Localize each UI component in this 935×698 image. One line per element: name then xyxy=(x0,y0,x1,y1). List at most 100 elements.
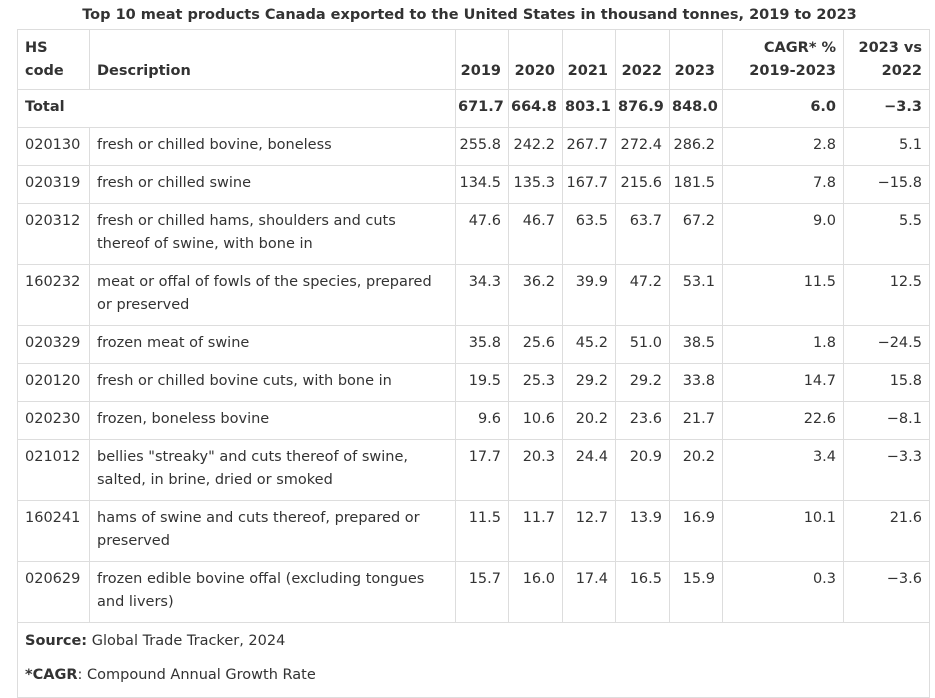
table-row: 160232 meat or offal of fowls of the spec… xyxy=(17,264,930,326)
source-text: Global Trade Tracker, 2024 xyxy=(87,633,286,649)
cagr-footnote-row: *CAGR: Compound Annual Growth Rate xyxy=(17,658,930,698)
value-2021: 17.4 xyxy=(562,561,616,623)
value-2022: 29.2 xyxy=(615,363,670,402)
table-row: 020312 fresh or chilled hams, shoulders a… xyxy=(17,203,930,265)
cagr-cell: 2.8 xyxy=(722,127,844,166)
cagr-cell: 14.7 xyxy=(722,363,844,402)
value-2023: 181.5 xyxy=(669,165,723,204)
value-2023: 20.2 xyxy=(669,439,723,501)
cagr-footnote: *CAGR: Compound Annual Growth Rate xyxy=(17,658,930,698)
value-2021: 29.2 xyxy=(562,363,616,402)
value-2020: 46.7 xyxy=(508,203,563,265)
value-2023: 38.5 xyxy=(669,325,723,364)
value-2019: 134.5 xyxy=(455,165,509,204)
source-label: Source: xyxy=(25,633,88,649)
value-2020: 135.3 xyxy=(508,165,563,204)
description-cell: bellies "streaky" and cuts thereof of sw… xyxy=(89,439,456,501)
value-2023: 15.9 xyxy=(669,561,723,623)
value-2022: 63.7 xyxy=(615,203,670,265)
hs-code-cell: 020629 xyxy=(17,561,90,623)
hs-code-cell: 160232 xyxy=(17,264,90,326)
value-2020: 20.3 xyxy=(508,439,563,501)
total-2022: 876.9 xyxy=(615,89,670,128)
vs-cell: −3.6 xyxy=(843,561,930,623)
vs-cell: −8.1 xyxy=(843,401,930,440)
description-cell: hams of swine and cuts thereof, prepared… xyxy=(89,500,456,562)
vs-cell: 15.8 xyxy=(843,363,930,402)
value-2022: 13.9 xyxy=(615,500,670,562)
vs-cell: −24.5 xyxy=(843,325,930,364)
hs-code-cell: 020120 xyxy=(17,363,90,402)
value-2023: 33.8 xyxy=(669,363,723,402)
cagr-cell: 22.6 xyxy=(722,401,844,440)
header-year-2023: 2023 xyxy=(669,29,723,90)
value-2019: 19.5 xyxy=(455,363,509,402)
value-2020: 25.6 xyxy=(508,325,563,364)
header-year-2019: 2019 xyxy=(455,29,509,90)
total-row: Total 671.7 664.8 803.1 876.9 848.0 6.0 … xyxy=(17,89,930,128)
vs-cell: −15.8 xyxy=(843,165,930,204)
vs-cell: 5.5 xyxy=(843,203,930,265)
value-2023: 21.7 xyxy=(669,401,723,440)
hs-code-cell: 020230 xyxy=(17,401,90,440)
value-2020: 11.7 xyxy=(508,500,563,562)
value-2023: 67.2 xyxy=(669,203,723,265)
value-2023: 16.9 xyxy=(669,500,723,562)
value-2022: 47.2 xyxy=(615,264,670,326)
value-2020: 10.6 xyxy=(508,401,563,440)
value-2019: 255.8 xyxy=(455,127,509,166)
source-footnote: Source: Global Trade Tracker, 2024 xyxy=(17,622,930,658)
cagr-cell: 0.3 xyxy=(722,561,844,623)
cagr-text: : Compound Annual Growth Rate xyxy=(77,667,316,683)
hs-code-cell: 160241 xyxy=(17,500,90,562)
header-year-2020: 2020 xyxy=(508,29,563,90)
hs-code-cell: 021012 xyxy=(17,439,90,501)
hs-code-cell: 020319 xyxy=(17,165,90,204)
header-year-2022: 2022 xyxy=(615,29,670,90)
description-cell: frozen meat of swine xyxy=(89,325,456,364)
value-2022: 51.0 xyxy=(615,325,670,364)
value-2019: 34.3 xyxy=(455,264,509,326)
value-2019: 35.8 xyxy=(455,325,509,364)
table-row: 020329 frozen meat of swine 35.8 25.6 45.2 51… xyxy=(17,325,930,364)
hs-code-cell: 020329 xyxy=(17,325,90,364)
cagr-cell: 10.1 xyxy=(722,500,844,562)
description-cell: fresh or chilled swine xyxy=(89,165,456,204)
description-cell: frozen, boneless bovine xyxy=(89,401,456,440)
table-row: 020629 frozen edible bovine offal (exclud… xyxy=(17,561,930,623)
total-2021: 803.1 xyxy=(562,89,616,128)
table-row: 020319 fresh or chilled swine 134.5 135.3 16… xyxy=(17,165,930,204)
description-cell: meat or offal of fowls of the species, p… xyxy=(89,264,456,326)
description-cell: fresh or chilled hams, shoulders and cut… xyxy=(89,203,456,265)
value-2020: 242.2 xyxy=(508,127,563,166)
value-2021: 167.7 xyxy=(562,165,616,204)
header-2023-vs-2022: 2023 vs 2022 xyxy=(843,29,930,90)
value-2022: 23.6 xyxy=(615,401,670,440)
table-row: 020120 fresh or chilled bovine cuts, with… xyxy=(17,363,930,402)
value-2021: 45.2 xyxy=(562,325,616,364)
vs-cell: 21.6 xyxy=(843,500,930,562)
value-2021: 39.9 xyxy=(562,264,616,326)
value-2020: 25.3 xyxy=(508,363,563,402)
value-2022: 272.4 xyxy=(615,127,670,166)
value-2021: 63.5 xyxy=(562,203,616,265)
value-2019: 9.6 xyxy=(455,401,509,440)
cagr-label: *CAGR xyxy=(25,667,78,683)
description-cell: fresh or chilled bovine cuts, with bone … xyxy=(89,363,456,402)
value-2023: 53.1 xyxy=(669,264,723,326)
table-row: 160241 hams of swine and cuts thereof, pr… xyxy=(17,500,930,562)
value-2021: 24.4 xyxy=(562,439,616,501)
hs-code-cell: 020312 xyxy=(17,203,90,265)
header-description: Description xyxy=(89,29,456,90)
description-cell: fresh or chilled bovine, boneless xyxy=(89,127,456,166)
value-2020: 36.2 xyxy=(508,264,563,326)
total-vs: −3.3 xyxy=(843,89,930,128)
value-2019: 11.5 xyxy=(455,500,509,562)
source-footnote-row: Source: Global Trade Tracker, 2024 xyxy=(17,622,930,658)
cagr-cell: 7.8 xyxy=(722,165,844,204)
cagr-cell: 9.0 xyxy=(722,203,844,265)
table-row: 020230 frozen, boneless bovine 9.6 10.6 20.2… xyxy=(17,401,930,440)
value-2022: 215.6 xyxy=(615,165,670,204)
header-hs-code: HS code xyxy=(17,29,90,90)
table-row: 020130 fresh or chilled bovine, boneless 2… xyxy=(17,127,930,166)
